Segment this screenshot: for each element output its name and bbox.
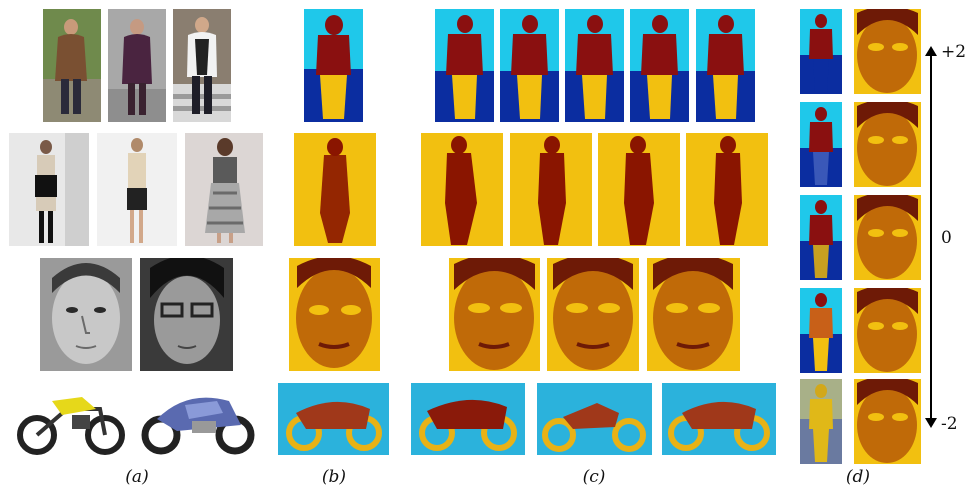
fashion-photo bbox=[185, 133, 263, 246]
pedestrian-heatmap bbox=[800, 288, 842, 373]
pedestrian-heatmap bbox=[800, 102, 842, 187]
pedestrian-photo bbox=[108, 9, 166, 122]
scale-label-bottom: -2 bbox=[941, 414, 958, 434]
scale-label-middle: 0 bbox=[941, 228, 952, 248]
caption-d: (d) bbox=[845, 467, 871, 487]
pedestrian-heatmap bbox=[304, 9, 363, 122]
face-heatmap bbox=[647, 258, 740, 371]
motorbike-photo bbox=[137, 379, 259, 459]
motorbike-heatmap bbox=[278, 383, 389, 455]
face-heatmap bbox=[854, 9, 921, 94]
face-heatmap bbox=[449, 258, 540, 371]
pedestrian-heatmap bbox=[800, 379, 842, 464]
face-heatmap bbox=[547, 258, 639, 371]
motorbike-heatmap bbox=[411, 383, 525, 455]
face-photo bbox=[140, 258, 233, 371]
pedestrian-heatmap bbox=[565, 9, 624, 122]
fashion-heatmap bbox=[686, 133, 768, 246]
pedestrian-heatmap bbox=[630, 9, 689, 122]
face-heatmap bbox=[289, 258, 380, 371]
motorbike-heatmap bbox=[662, 383, 776, 455]
pedestrian-photo bbox=[43, 9, 101, 122]
pedestrian-heatmap bbox=[696, 9, 755, 122]
fashion-heatmap bbox=[510, 133, 592, 246]
pedestrian-heatmap bbox=[500, 9, 559, 122]
fashion-photo bbox=[97, 133, 177, 246]
face-heatmap bbox=[854, 102, 921, 187]
caption-b: (b) bbox=[321, 467, 347, 487]
fashion-heatmap bbox=[421, 133, 503, 246]
motorbike-photo bbox=[12, 379, 130, 459]
face-photo bbox=[40, 258, 132, 371]
pedestrian-heatmap bbox=[800, 9, 842, 94]
caption-a: (a) bbox=[125, 467, 149, 487]
fashion-heatmap bbox=[294, 133, 376, 246]
scale-arrow bbox=[924, 46, 938, 428]
face-heatmap bbox=[854, 195, 921, 280]
pedestrian-heatmap bbox=[435, 9, 494, 122]
fashion-heatmap bbox=[598, 133, 680, 246]
pedestrian-heatmap bbox=[800, 195, 842, 280]
face-heatmap bbox=[854, 288, 921, 373]
scale-label-top: +2 bbox=[941, 42, 965, 62]
caption-c: (c) bbox=[582, 467, 606, 487]
face-heatmap bbox=[854, 379, 921, 464]
fashion-photo bbox=[9, 133, 89, 246]
pedestrian-photo bbox=[173, 9, 231, 122]
motorbike-heatmap bbox=[537, 383, 652, 455]
